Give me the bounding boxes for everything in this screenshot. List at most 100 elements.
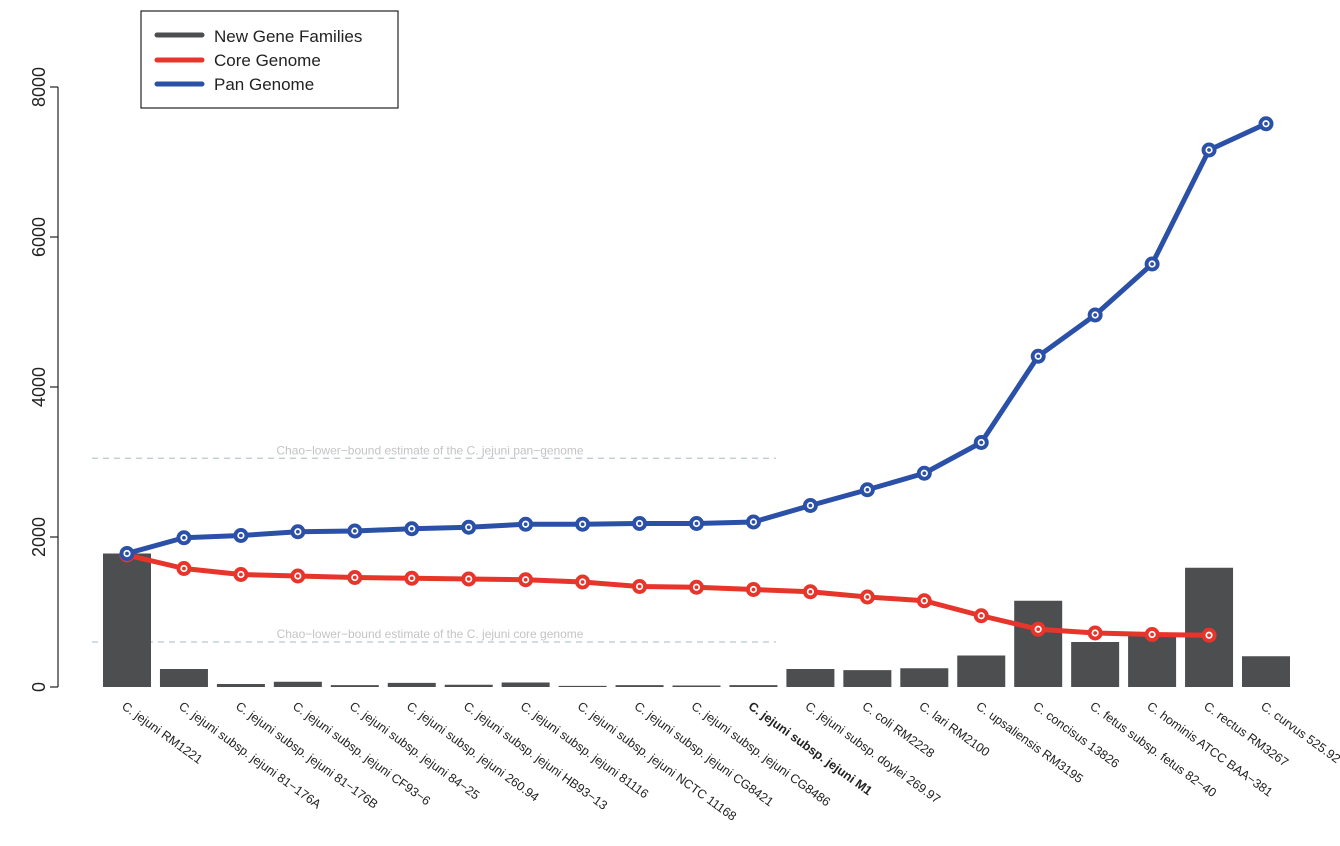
bar-c-jejuni-subsp-jejuni-260-94 [387, 682, 436, 687]
marker-center [637, 521, 642, 526]
marker-center [466, 525, 471, 530]
bar-c-jejuni-subsp-jejuni-81-176a [159, 669, 208, 687]
point-pan-genome-8 [575, 516, 591, 532]
marker-center [979, 613, 984, 618]
y-axis: 0 2000 4000 6000 8000 [29, 67, 59, 692]
bar-c-jejuni-subsp-jejuni-hb93-13 [444, 684, 493, 687]
marker-center [694, 585, 699, 590]
marker-center [1036, 354, 1041, 359]
marker-center [523, 522, 528, 527]
bar-c-curvus-525-92 [1242, 656, 1290, 687]
point-core-genome-1 [176, 561, 192, 576]
marker-center [1093, 631, 1098, 635]
marker-center [182, 535, 186, 540]
point-core-genome-8 [575, 574, 591, 590]
marker-center [865, 487, 870, 492]
marker-center [125, 551, 129, 556]
marker-center [239, 572, 243, 577]
point-pan-genome-12 [802, 498, 818, 513]
reference-lines: Chao−lower−bound estimate of the C. jeju… [92, 443, 776, 643]
point-pan-genome-3 [290, 524, 306, 540]
point-core-genome-10 [689, 579, 704, 595]
bar-c-jejuni-subsp-jejuni-cf93-6 [273, 681, 322, 687]
marker-center [1264, 121, 1268, 126]
bar-c-fetus-subsp-fetus-82-40 [1071, 642, 1120, 687]
point-pan-genome-1 [176, 530, 192, 546]
marker-center [1093, 313, 1098, 317]
point-pan-genome-0 [119, 546, 135, 561]
point-core-genome-7 [518, 572, 534, 588]
bar-c-coli-rm2228 [843, 670, 892, 687]
point-core-genome-5 [404, 570, 420, 586]
legend-label-new-gene-families: New Gene Families [214, 27, 362, 46]
y-tick-label-4000: 4000 [29, 367, 49, 407]
point-core-genome-6 [461, 571, 477, 587]
y-tick-label-8000: 8000 [29, 67, 49, 107]
marker-center [352, 575, 357, 580]
marker-center [239, 533, 243, 538]
point-core-genome-3 [290, 568, 306, 584]
legend-label-core-genome: Core Genome [214, 51, 321, 70]
marker-center [1150, 632, 1154, 637]
point-pan-genome-6 [461, 519, 477, 535]
bar-c-jejuni-subsp-jejuni-nctc-11168 [558, 685, 607, 687]
point-core-genome-9 [632, 579, 648, 594]
marker-center [922, 598, 927, 603]
marker-center [865, 595, 870, 599]
bar-c-jejuni-subsp-doylei-269-97 [786, 669, 835, 687]
line-core-genome [124, 552, 1212, 638]
point-core-genome-4 [347, 570, 363, 585]
marker-center [808, 503, 813, 508]
point-pan-genome-18 [1144, 256, 1160, 272]
bar-c-jejuni-subsp-jejuni-cg8421 [615, 685, 664, 687]
marker-center [922, 471, 927, 476]
point-pan-genome-11 [745, 514, 761, 530]
point-core-genome-15 [973, 608, 989, 624]
point-pan-genome-17 [1087, 307, 1103, 323]
point-pan-genome-16 [1030, 348, 1046, 364]
point-core-genome-12 [802, 584, 818, 600]
point-pan-genome-9 [632, 516, 648, 531]
point-pan-genome-19 [1201, 142, 1217, 158]
marker-center [751, 520, 756, 524]
marker-center [352, 529, 357, 533]
point-core-genome-16 [1030, 621, 1046, 637]
marker-center [694, 521, 699, 526]
marker-center [1207, 633, 1211, 638]
marker-center [580, 580, 585, 584]
marker-center [295, 529, 300, 534]
point-pan-genome-5 [404, 521, 420, 537]
marker-center [523, 577, 528, 582]
point-core-genome-2 [233, 567, 249, 582]
point-pan-genome-4 [347, 523, 363, 539]
reference-label-1: Chao−lower−bound estimate of the C. jeju… [277, 627, 584, 641]
point-pan-genome-14 [916, 465, 932, 481]
bar-c-rectus-rm3267 [1185, 567, 1234, 687]
bar-c-jejuni-rm1221 [103, 553, 151, 687]
marker-center [808, 589, 813, 594]
point-core-genome-18 [1144, 627, 1160, 642]
bar-c-upsaliensis-rm3195 [957, 655, 1006, 687]
point-pan-genome-10 [689, 516, 704, 531]
reference-label-0: Chao−lower−bound estimate of the C. jeju… [276, 443, 584, 457]
marker-center [637, 584, 642, 589]
marker-center [751, 587, 756, 592]
bar-c-jejuni-subsp-jejuni-m1 [729, 685, 778, 687]
lines [119, 116, 1274, 643]
point-pan-genome-7 [518, 516, 534, 532]
point-pan-genome-20 [1258, 116, 1274, 132]
bar-c-concisus-13826 [1014, 600, 1063, 687]
point-pan-genome-13 [859, 482, 875, 498]
marker-center [1150, 262, 1154, 266]
bar-c-jejuni-subsp-jejuni-84-25 [330, 685, 379, 687]
y-tick-label-6000: 6000 [29, 217, 49, 257]
marker-center [1036, 627, 1041, 632]
point-core-genome-13 [859, 589, 875, 605]
point-pan-genome-2 [233, 528, 249, 543]
point-core-genome-17 [1087, 625, 1103, 641]
marker-center [580, 522, 585, 527]
marker-center [295, 574, 300, 578]
